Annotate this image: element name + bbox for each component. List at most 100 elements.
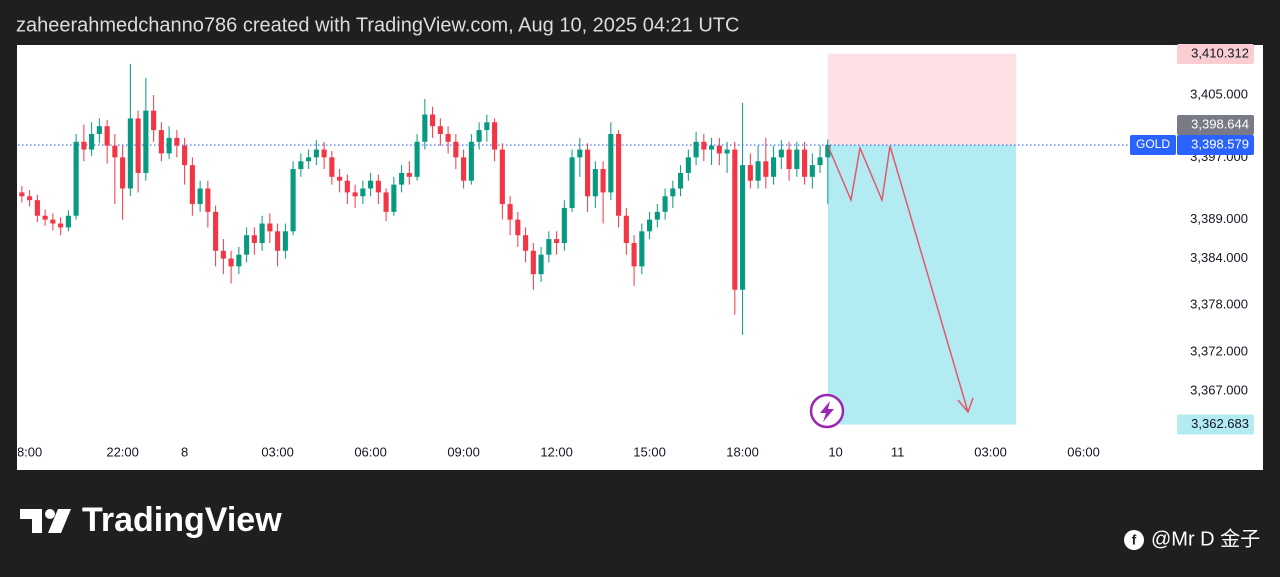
candle-body <box>430 114 436 127</box>
candle-body <box>484 122 490 131</box>
candle-body <box>724 149 730 154</box>
candle-body <box>678 172 684 189</box>
header-text: zaheerahmedchanno786 created with Tradin… <box>16 14 739 36</box>
x-tick-label: 11 <box>891 444 905 459</box>
logo-icon <box>48 509 71 533</box>
candle-body <box>809 165 815 177</box>
y-tick-label: 3,405.000 <box>1190 86 1248 101</box>
x-tick-label: 22:00 <box>106 444 139 459</box>
candle-body <box>538 254 544 275</box>
candle-body <box>220 250 226 259</box>
candle-body <box>65 215 71 228</box>
candle-body <box>616 133 622 216</box>
x-tick-label: 10 <box>828 444 842 459</box>
candle-body <box>825 144 831 158</box>
candle-body <box>166 137 172 154</box>
candle-body <box>50 219 56 224</box>
candle-body <box>228 258 234 267</box>
candle-body <box>151 110 157 131</box>
candle-body <box>337 176 343 181</box>
candle-body <box>771 157 777 177</box>
candle-body <box>670 188 676 197</box>
candle-body <box>197 188 203 205</box>
price-marker-label: 3,362.683 <box>1191 416 1249 431</box>
candle-body <box>631 243 637 267</box>
candle-body <box>817 157 823 166</box>
target-zone <box>827 145 1017 425</box>
candle-body <box>399 172 405 185</box>
candle-body <box>639 231 645 267</box>
candle-body <box>523 235 529 251</box>
candle-body <box>306 157 312 162</box>
candle-body <box>73 141 79 216</box>
candle-body <box>236 254 242 267</box>
candle-body <box>58 223 64 228</box>
candle-body <box>654 211 660 220</box>
x-tick-label: 03:00 <box>974 444 1007 459</box>
event-icon-bolt <box>820 401 834 422</box>
candle-body <box>213 211 219 251</box>
price-marker-box <box>1177 44 1254 64</box>
candle-body <box>251 235 257 243</box>
candle-body <box>445 133 451 142</box>
price-marker-label: 3,410.312 <box>1191 45 1249 60</box>
projection-path <box>827 145 969 413</box>
logo-icon <box>45 509 55 519</box>
stop-zone <box>827 53 1017 146</box>
candle-body <box>290 169 296 232</box>
candle-body <box>42 215 48 220</box>
x-tick-label: 18:00 <box>726 444 759 459</box>
candle-body <box>740 165 746 290</box>
price-marker-label: 3,398.644 <box>1191 116 1249 131</box>
candle-body <box>507 204 513 220</box>
candle-body <box>786 149 792 170</box>
candle-body <box>647 219 653 232</box>
candle-body <box>608 133 614 193</box>
candle-body <box>96 126 102 134</box>
candle-body <box>344 180 350 193</box>
candle-body <box>437 126 443 134</box>
last-price-box <box>1177 135 1254 156</box>
candle-body <box>778 149 784 158</box>
y-tick-label: 3,384.000 <box>1190 250 1248 265</box>
y-tick-label: 3,378.000 <box>1190 297 1248 312</box>
candle-body <box>244 235 250 255</box>
candle-body <box>802 149 808 177</box>
candle-body <box>554 239 560 243</box>
candle-body <box>476 130 482 142</box>
candle-body <box>794 149 800 170</box>
x-tick-label: 12:00 <box>540 444 573 459</box>
y-tick-label: 3,367.000 <box>1190 382 1248 397</box>
candle-body <box>27 196 33 201</box>
candle-body <box>515 219 521 236</box>
symbol-box <box>1130 135 1176 156</box>
x-tick-label: 8 <box>181 444 188 459</box>
candle-body <box>298 161 304 170</box>
candle-body <box>275 231 281 251</box>
candle-body <box>89 133 95 150</box>
logo-text: TradingView <box>82 501 282 539</box>
candle-body <box>143 110 149 173</box>
x-tick-label: 06:00 <box>354 444 387 459</box>
y-tick-label: 3,389.000 <box>1190 211 1248 226</box>
tradingview-logo: TradingView <box>20 501 282 539</box>
candle-body <box>406 172 412 177</box>
candle-body <box>19 192 25 197</box>
candle-body <box>561 207 567 243</box>
candle-body <box>453 141 459 158</box>
candle-body <box>662 196 668 212</box>
candle-body <box>685 157 691 173</box>
candle-body <box>360 188 366 197</box>
candle-body <box>592 169 598 197</box>
price-marker-box <box>1177 414 1254 435</box>
x-tick-label: 15:00 <box>633 444 666 459</box>
candle-body <box>492 122 498 150</box>
candle-body <box>81 141 87 150</box>
candle-body <box>352 192 358 197</box>
candle-body <box>104 126 110 146</box>
y-tick-label: 3,372.000 <box>1190 343 1248 358</box>
projection-arrowhead <box>957 397 974 414</box>
candle-body <box>34 200 40 216</box>
symbol-label: GOLD <box>1136 137 1170 151</box>
candle-body <box>135 118 141 173</box>
